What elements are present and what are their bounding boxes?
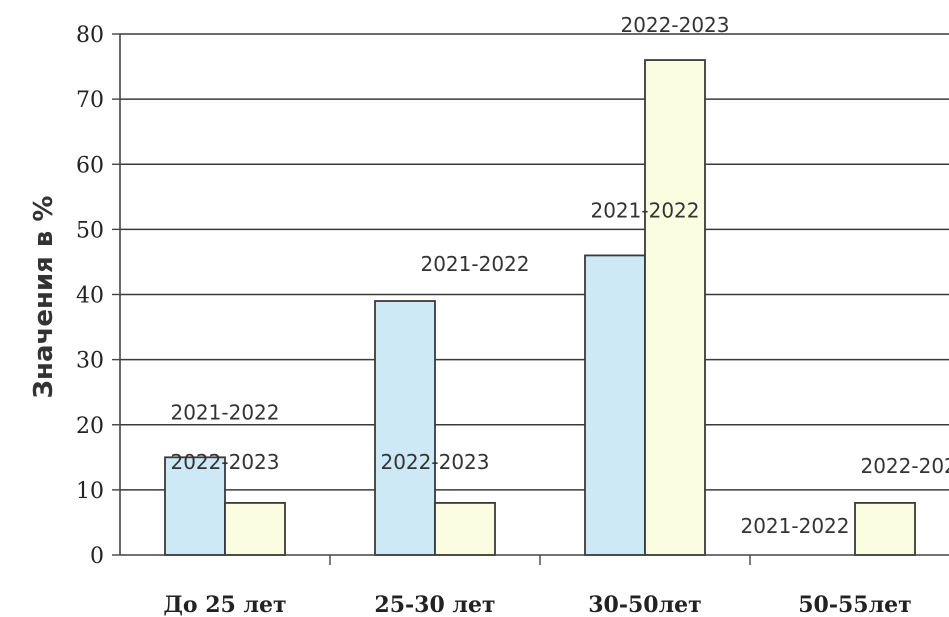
y-tick-label: 60: [76, 153, 104, 178]
x-category-label: До 25 лет: [163, 592, 286, 617]
y-axis-label: Значения в %: [29, 196, 59, 399]
bar-2021-2022-30-50лет: [584, 254, 646, 556]
data-label-2021-2022: 2021-2022: [420, 252, 529, 276]
data-label-2021-2022: 2021-2022: [170, 400, 279, 424]
data-label-2022-2023: 2022-2023: [620, 13, 729, 37]
x-category-label: 25-30 лет: [374, 592, 495, 617]
bars: [164, 59, 916, 556]
axes: [119, 34, 949, 565]
data-label-2022-2023: 2022-2023: [860, 454, 949, 478]
data-label-2021-2022: 2021-2022: [740, 514, 849, 538]
x-category-label: 30-50лет: [588, 592, 702, 617]
category-labels: До 25 лет 25-30 лет 30-50лет 50-55лет: [163, 592, 911, 617]
bar-2021-2022-25-30 лет: [374, 300, 436, 556]
y-axis-ticks: 0 10 20 30 40 50 60 70 80: [76, 23, 120, 569]
y-tick-label: 20: [76, 414, 104, 439]
bar-2022-2023-50-55лет: [854, 501, 916, 556]
bar-2021-2022-До 25 лет: [164, 456, 226, 556]
data-label-2022-2023: 2022-2023: [380, 450, 489, 474]
y-tick-label: 30: [76, 349, 104, 374]
bar-2022-2023-25-30 лет: [434, 501, 496, 556]
y-tick-label: 40: [76, 284, 104, 309]
data-label-2022-2023: 2022-2023: [170, 450, 279, 474]
y-tick-label: 0: [90, 544, 104, 569]
y-tick-label: 10: [76, 479, 104, 504]
y-tick-label: 70: [76, 88, 104, 113]
bar-2022-2023-До 25 лет: [224, 501, 286, 556]
bar-2022-2023-30-50лет: [644, 59, 706, 556]
x-category-label: 50-55лет: [798, 592, 912, 617]
grid-lines: [120, 33, 949, 491]
y-tick-label: 80: [76, 23, 104, 48]
data-label-2021-2022: 2021-2022: [590, 198, 699, 222]
data-labels: 2021-2022 2021-2022 2021-2022 2021-2022 2022…: [170, 13, 949, 538]
y-tick-label: 50: [76, 218, 104, 243]
